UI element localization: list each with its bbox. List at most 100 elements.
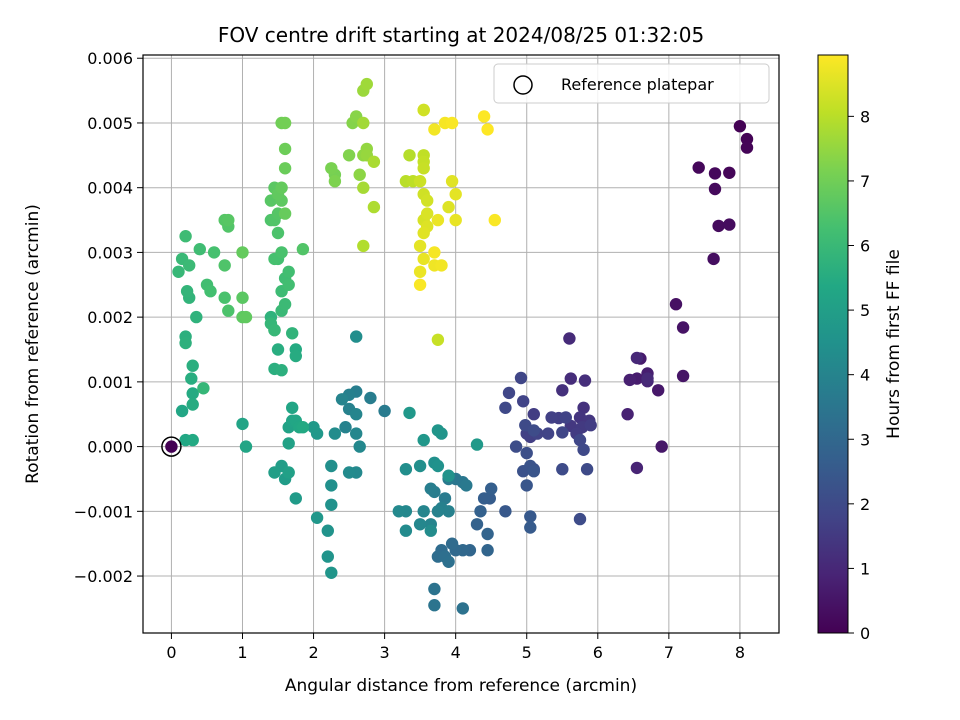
data-point — [442, 469, 455, 482]
data-point — [282, 437, 295, 450]
data-point — [435, 259, 448, 272]
data-point — [357, 181, 370, 194]
data-point — [470, 438, 484, 451]
scatter-points — [172, 77, 754, 615]
data-point — [708, 182, 722, 196]
data-point — [428, 246, 441, 259]
data-point — [286, 327, 299, 340]
data-point — [367, 155, 381, 168]
data-point — [350, 408, 363, 421]
data-point — [197, 382, 210, 395]
reference-point — [165, 440, 178, 453]
data-point — [527, 465, 540, 478]
colorbar-ticks: 0 1 2 3 4 5 6 7 8 — [848, 107, 870, 643]
x-tick-label: 1 — [237, 643, 247, 662]
data-point — [335, 393, 349, 406]
colorbar-tick-label: 7 — [860, 172, 870, 191]
colorbar-tick-label: 3 — [860, 430, 870, 449]
data-point — [556, 463, 569, 476]
data-point — [286, 401, 299, 414]
reference-ring — [161, 436, 182, 457]
data-point — [723, 166, 736, 179]
data-point — [527, 424, 540, 437]
legend-label: Reference platepar — [561, 75, 714, 94]
x-tick-label: 6 — [593, 643, 603, 662]
data-point — [545, 411, 558, 424]
data-point — [378, 404, 391, 418]
data-point — [481, 527, 494, 541]
colorbar-title: Hours from first FF file — [884, 249, 904, 439]
data-point — [325, 162, 338, 175]
data-point — [424, 482, 437, 495]
data-point — [275, 246, 288, 259]
data-point — [514, 371, 528, 385]
y-tick-label: 0.005 — [87, 114, 133, 133]
data-point — [175, 404, 189, 418]
data-point — [573, 411, 587, 424]
data-point — [353, 440, 366, 453]
data-point — [428, 123, 441, 136]
data-point — [222, 304, 235, 317]
data-point — [509, 440, 523, 453]
data-point — [350, 427, 363, 440]
reference-platepar-marker — [161, 436, 182, 457]
data-point — [499, 505, 512, 518]
data-point — [417, 162, 430, 175]
data-point — [580, 463, 594, 476]
data-point — [477, 492, 491, 505]
data-point — [652, 384, 665, 397]
data-point — [573, 433, 587, 447]
data-point — [367, 200, 381, 214]
colorbar-tick-label: 5 — [860, 301, 870, 320]
data-point — [449, 188, 462, 201]
x-tick-label: 5 — [522, 643, 532, 662]
data-point — [442, 555, 455, 568]
data-point — [428, 582, 441, 596]
data-point — [399, 524, 413, 537]
data-point — [655, 440, 668, 453]
data-point — [502, 386, 516, 400]
data-point — [413, 175, 427, 188]
data-point — [278, 298, 292, 311]
data-point — [325, 479, 338, 492]
data-point — [289, 492, 302, 505]
data-point — [307, 421, 320, 434]
data-point — [357, 239, 370, 253]
y-axis-title: Rotation from reference (arcmin) — [23, 204, 43, 484]
data-point — [621, 408, 634, 421]
data-point — [431, 213, 445, 227]
legend-box — [493, 63, 770, 104]
data-point — [417, 252, 430, 266]
data-point — [431, 505, 445, 518]
data-point — [275, 181, 288, 194]
colorbar-gradient — [817, 54, 849, 634]
y-tick-label: 0.000 — [87, 438, 133, 457]
data-point — [707, 252, 720, 266]
data-point — [413, 518, 427, 531]
data-point — [708, 167, 722, 180]
data-point — [524, 510, 537, 523]
data-point — [577, 401, 590, 414]
data-point — [563, 332, 576, 345]
data-point — [325, 459, 338, 473]
data-point — [357, 116, 370, 130]
data-point — [172, 265, 185, 278]
plot-frame — [142, 54, 780, 634]
x-tick-label: 0 — [166, 643, 176, 662]
data-point — [477, 110, 491, 123]
data-point — [485, 482, 498, 495]
data-point — [559, 411, 572, 424]
data-point — [564, 372, 577, 385]
x-tick-label: 3 — [380, 643, 390, 662]
data-point — [556, 426, 569, 439]
data-point — [442, 200, 455, 214]
data-point — [239, 440, 253, 453]
data-point — [310, 511, 324, 524]
colorbar-tick-label: 6 — [860, 237, 870, 256]
data-point — [641, 372, 654, 385]
y-tick-label: −0.001 — [74, 502, 133, 521]
data-point — [417, 226, 430, 240]
data-point — [488, 213, 501, 227]
data-point — [445, 175, 459, 188]
y-tick-label: 0.003 — [87, 243, 133, 262]
